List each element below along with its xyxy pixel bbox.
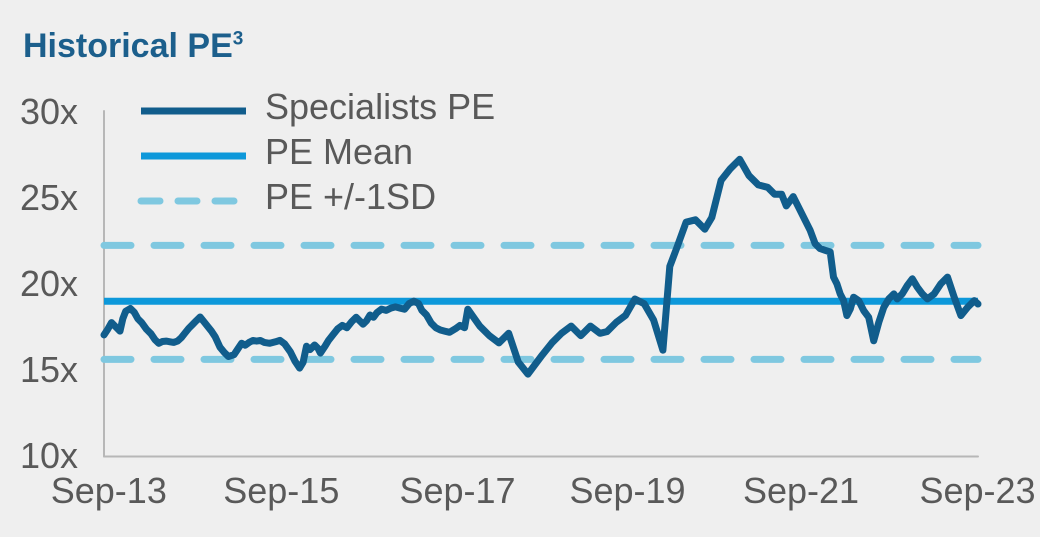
svg-text:Sep-15: Sep-15 bbox=[223, 470, 339, 511]
svg-text:20x: 20x bbox=[20, 263, 78, 304]
svg-text:Specialists PE: Specialists PE bbox=[265, 86, 495, 127]
svg-text:Sep-17: Sep-17 bbox=[399, 470, 515, 511]
svg-text:30x: 30x bbox=[20, 91, 78, 132]
svg-text:25x: 25x bbox=[20, 177, 78, 218]
svg-text:Sep-23: Sep-23 bbox=[919, 470, 1035, 511]
svg-text:Sep-13: Sep-13 bbox=[51, 470, 167, 511]
svg-text:Sep-19: Sep-19 bbox=[569, 470, 685, 511]
svg-text:15x: 15x bbox=[20, 349, 78, 390]
svg-text:Sep-21: Sep-21 bbox=[743, 470, 859, 511]
svg-text:PE Mean: PE Mean bbox=[265, 131, 413, 172]
svg-text:PE +/-1SD: PE +/-1SD bbox=[265, 176, 436, 217]
